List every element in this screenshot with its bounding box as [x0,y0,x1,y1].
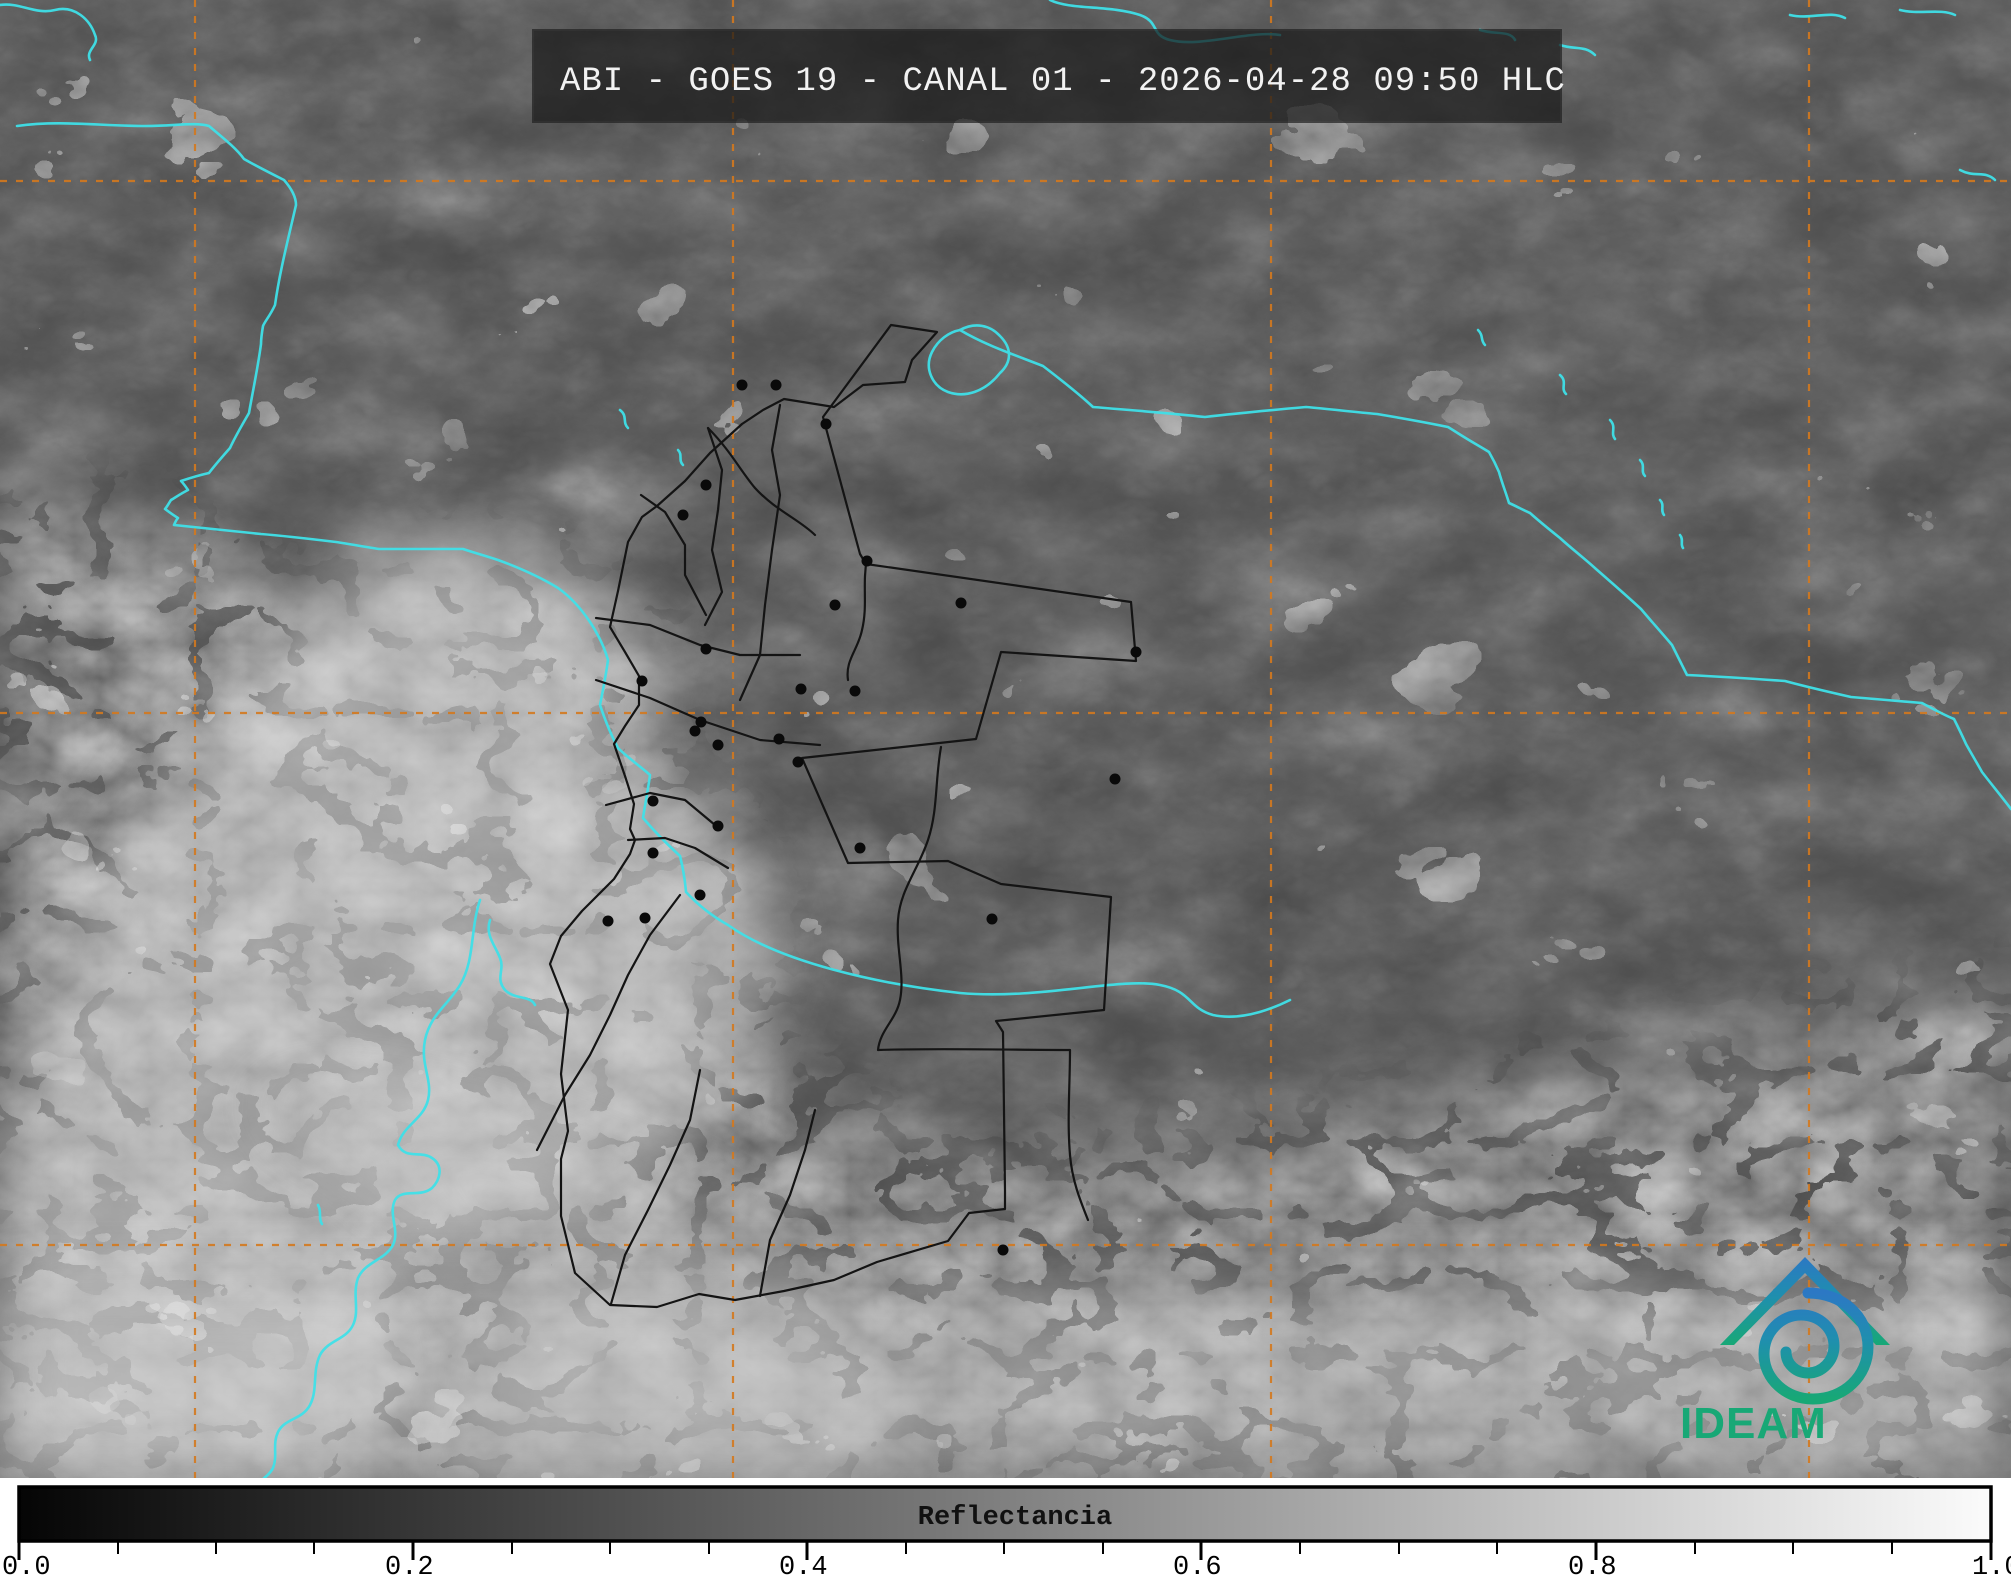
svg-text:ABI - GOES 19 - CANAL 01 - 202: ABI - GOES 19 - CANAL 01 - 2026-04-28 09… [560,63,1566,101]
svg-text:0.4: 0.4 [779,1553,828,1577]
svg-text:Reflectancia: Reflectancia [918,1503,1112,1533]
svg-text:1.0: 1.0 [1972,1553,2011,1577]
svg-text:0.2: 0.2 [385,1553,434,1577]
svg-text:0.0: 0.0 [2,1553,51,1577]
svg-text:IDEAM: IDEAM [1680,1399,1827,1448]
svg-text:0.6: 0.6 [1173,1553,1222,1577]
svg-text:0.8: 0.8 [1568,1553,1617,1577]
